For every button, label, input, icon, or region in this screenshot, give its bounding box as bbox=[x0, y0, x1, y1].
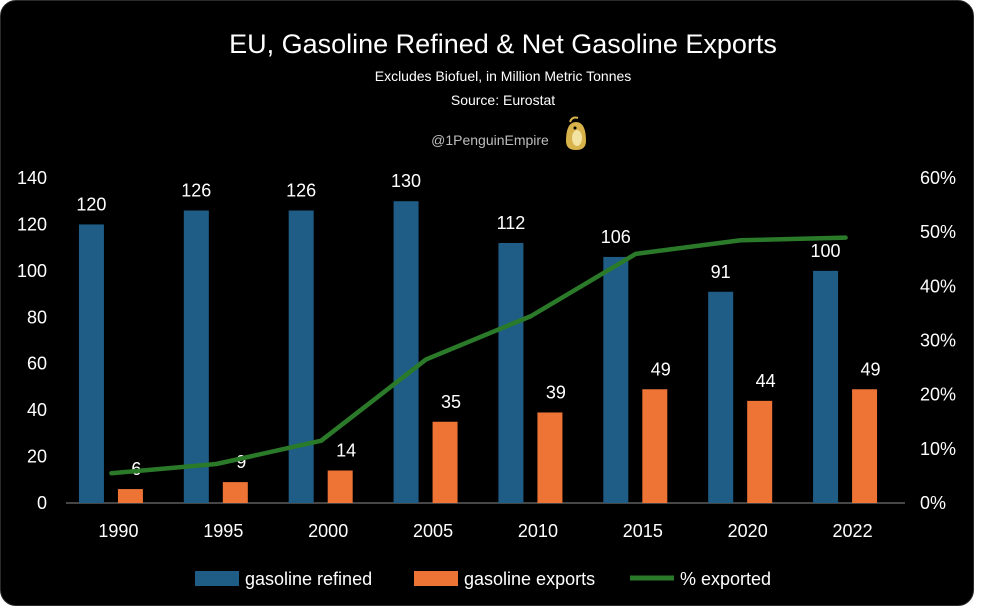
y-tick-left: 0 bbox=[37, 493, 47, 513]
x-tick-label: 2022 bbox=[833, 521, 873, 541]
y-tick-right: 0% bbox=[920, 493, 946, 513]
y-tick-right: 60% bbox=[920, 168, 956, 188]
bar-refined bbox=[288, 210, 314, 503]
x-tick-label: 2015 bbox=[623, 521, 663, 541]
x-tick-label: 1995 bbox=[203, 521, 243, 541]
data-label-exports: 49 bbox=[861, 359, 881, 379]
x-tick-label: 2010 bbox=[518, 521, 558, 541]
bar-refined bbox=[78, 224, 104, 503]
plot-area: 0 20 40 60 80 100 120 140 0% 10% 20% 30% 40% 50% 60% 12… bbox=[17, 168, 956, 541]
y-tick-left: 40 bbox=[27, 400, 47, 420]
bar-exports bbox=[432, 421, 458, 503]
y-tick-left: 80 bbox=[27, 307, 47, 327]
bar-refined bbox=[603, 256, 629, 503]
bar-refined bbox=[393, 201, 419, 503]
data-label-refined: 112 bbox=[497, 213, 526, 233]
chart-subtitle: Excludes Biofuel, in Million Metric Tonn… bbox=[375, 68, 632, 84]
data-label-exports: 9 bbox=[236, 452, 246, 472]
data-label-refined: 126 bbox=[286, 181, 316, 201]
y-tick-right: 50% bbox=[920, 222, 956, 242]
line-pct-exported bbox=[109, 235, 848, 476]
bar-refined bbox=[183, 210, 209, 503]
penguin-logo-icon bbox=[566, 116, 586, 150]
y-tick-left: 120 bbox=[17, 214, 47, 234]
data-label-refined: 130 bbox=[391, 171, 421, 191]
data-label-exports: 14 bbox=[336, 441, 356, 461]
y-tick-right: 20% bbox=[920, 385, 956, 405]
legend: gasoline refined gasoline exports % expo… bbox=[195, 569, 771, 589]
y-tick-left: 20 bbox=[27, 447, 47, 467]
legend-label-pct: % exported bbox=[680, 569, 771, 589]
legend-label-exports: gasoline exports bbox=[464, 569, 595, 589]
y-tick-right: 30% bbox=[920, 331, 956, 351]
bar-exports bbox=[852, 389, 878, 503]
y-tick-left: 100 bbox=[17, 261, 47, 281]
x-tick-label: 2000 bbox=[308, 521, 348, 541]
bar-refined bbox=[813, 270, 839, 503]
chart-title: EU, Gasoline Refined & Net Gasoline Expo… bbox=[229, 29, 777, 59]
data-label-exports: 49 bbox=[651, 359, 671, 379]
y-tick-right: 40% bbox=[920, 276, 956, 296]
bar-exports bbox=[537, 412, 563, 503]
chart-source: Source: Eurostat bbox=[451, 92, 555, 108]
data-label-exports: 44 bbox=[756, 371, 776, 391]
x-tick-label: 1990 bbox=[98, 521, 138, 541]
x-tick-label: 2005 bbox=[413, 521, 453, 541]
legend-label-refined: gasoline refined bbox=[245, 569, 372, 589]
data-label-refined: 126 bbox=[181, 181, 211, 201]
data-label-refined: 120 bbox=[76, 194, 106, 214]
y-tick-left: 60 bbox=[27, 354, 47, 374]
data-label-exports: 35 bbox=[441, 392, 461, 412]
bar-exports bbox=[747, 400, 773, 503]
bar-refined bbox=[498, 243, 524, 503]
data-label-refined: 91 bbox=[711, 262, 731, 282]
bar-refined bbox=[708, 291, 734, 503]
watermark-handle: @1PenguinEmpire bbox=[431, 132, 549, 148]
x-tick-label: 2020 bbox=[728, 521, 768, 541]
data-label-exports: 39 bbox=[546, 382, 566, 402]
data-label-refined: 100 bbox=[811, 241, 841, 261]
bar-exports bbox=[642, 389, 668, 503]
bar-exports bbox=[117, 489, 143, 503]
data-label-refined: 106 bbox=[601, 227, 631, 247]
y-tick-left: 140 bbox=[17, 168, 47, 188]
y-tick-right: 10% bbox=[920, 439, 956, 459]
legend-swatch-exports bbox=[414, 571, 458, 586]
legend-swatch-refined bbox=[195, 571, 239, 586]
bar-exports bbox=[222, 482, 248, 503]
bar-exports bbox=[327, 470, 353, 503]
